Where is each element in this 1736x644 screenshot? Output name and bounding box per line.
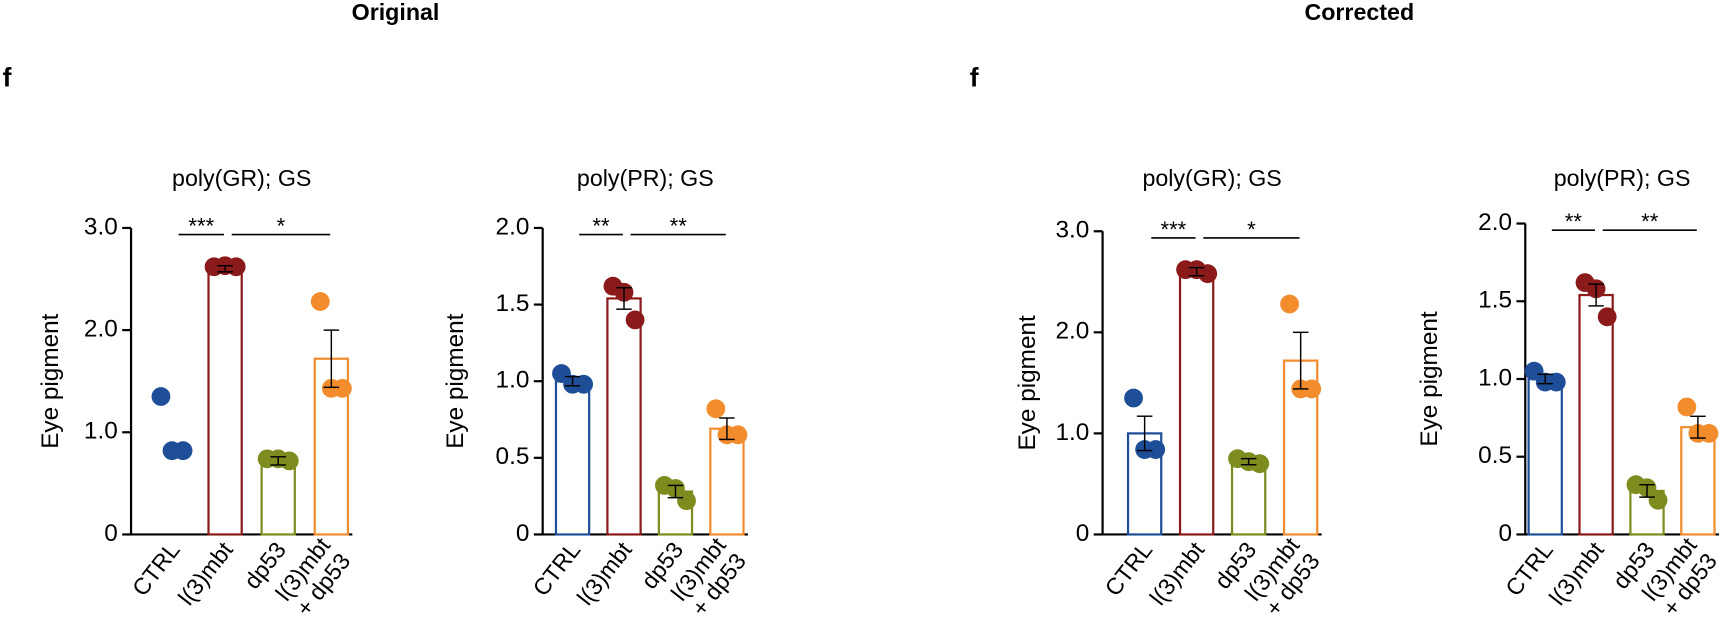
bar bbox=[207, 267, 243, 536]
data-point bbox=[1677, 397, 1697, 417]
chart-title: poly(PR); GS bbox=[577, 165, 714, 191]
chart-title: poly(PR); GS bbox=[1554, 165, 1691, 191]
data-point bbox=[1250, 454, 1270, 474]
data-point bbox=[1699, 423, 1719, 443]
data-point bbox=[1597, 307, 1617, 327]
y-tick-label: 1.0 bbox=[496, 367, 530, 394]
y-tick-label: 2.0 bbox=[1478, 209, 1512, 236]
data-point bbox=[1146, 440, 1166, 459]
y-tick-label: 3.0 bbox=[1055, 217, 1089, 244]
panel-label: f bbox=[3, 62, 12, 92]
y-tick-label: 0.5 bbox=[1478, 442, 1512, 469]
bar bbox=[1680, 426, 1716, 536]
x-tick-label: l(3)mbt bbox=[1544, 537, 1609, 610]
bar bbox=[260, 459, 296, 536]
bar bbox=[1578, 293, 1614, 536]
y-tick-label: 0.5 bbox=[496, 443, 530, 470]
y-axis-label: Eye pigment bbox=[1014, 315, 1041, 450]
data-point bbox=[151, 387, 171, 406]
x-tick-label: l(3)mbt+ dp53 bbox=[1240, 532, 1325, 621]
y-tick-label: 1.0 bbox=[84, 418, 118, 445]
data-point bbox=[1280, 294, 1299, 314]
y-tick-label: 3.0 bbox=[84, 213, 118, 240]
x-tick-label: l(3)mbt bbox=[173, 537, 238, 610]
significance-label: ** bbox=[592, 213, 610, 238]
chart-title: poly(GR); GS bbox=[1142, 165, 1281, 191]
y-tick-label: 1.5 bbox=[1478, 287, 1512, 314]
y-tick-label: 0 bbox=[104, 520, 118, 547]
data-point bbox=[310, 292, 330, 311]
significance-label: * bbox=[277, 213, 286, 238]
y-tick-label: 2.0 bbox=[1055, 318, 1089, 345]
x-tick-label: l(3)mbt+ dp53 bbox=[270, 532, 355, 621]
x-tick-label: l(3)mbt bbox=[1144, 537, 1209, 610]
label-line: l(3)mbt bbox=[173, 537, 238, 610]
data-point bbox=[728, 425, 748, 445]
heading: Corrected bbox=[1304, 0, 1414, 25]
y-tick-label: 2.0 bbox=[84, 316, 118, 343]
y-tick-label: 2.0 bbox=[496, 213, 530, 240]
data-point bbox=[1198, 264, 1218, 284]
data-point bbox=[574, 374, 594, 394]
y-tick-label: 0 bbox=[1076, 520, 1090, 547]
y-axis-label: Eye pigment bbox=[37, 313, 64, 448]
data-point bbox=[1546, 372, 1566, 392]
data-point bbox=[1302, 379, 1322, 399]
data-point bbox=[226, 257, 246, 277]
data-point bbox=[279, 451, 299, 471]
significance-label: * bbox=[1247, 217, 1256, 242]
bar bbox=[1230, 460, 1267, 536]
data-point bbox=[1648, 490, 1668, 510]
heading: Original bbox=[352, 0, 440, 25]
y-tick-label: 1.0 bbox=[1055, 419, 1089, 446]
y-tick-label: 0 bbox=[1498, 520, 1512, 547]
y-tick-label: 0 bbox=[516, 520, 530, 547]
y-axis-label: Eye pigment bbox=[442, 313, 469, 448]
significance-label: ** bbox=[670, 213, 688, 238]
bar bbox=[606, 297, 642, 536]
bar bbox=[1527, 377, 1563, 536]
bar bbox=[1178, 270, 1215, 536]
bar bbox=[709, 427, 745, 536]
data-point bbox=[677, 491, 696, 511]
bar bbox=[554, 380, 591, 536]
significance-label: ** bbox=[1565, 209, 1583, 234]
data-point bbox=[1124, 388, 1143, 408]
significance-label: ** bbox=[1641, 209, 1659, 234]
y-axis-label: Eye pigment bbox=[1416, 311, 1443, 446]
significance-label: *** bbox=[188, 213, 214, 238]
data-point bbox=[332, 378, 352, 398]
label-line: l(3)mbt bbox=[572, 537, 637, 610]
x-tick-label: l(3)mbt+ dp53 bbox=[666, 532, 751, 621]
data-point bbox=[173, 441, 193, 461]
panel-label: f bbox=[970, 62, 979, 92]
x-tick-label: l(3)mbt bbox=[572, 537, 637, 610]
y-tick-label: 1.5 bbox=[496, 290, 530, 317]
label-line: l(3)mbt bbox=[1144, 537, 1209, 610]
data-point bbox=[625, 310, 645, 330]
label-line: l(3)mbt bbox=[1544, 537, 1609, 610]
data-point bbox=[706, 399, 726, 419]
significance-label: *** bbox=[1160, 217, 1186, 242]
chart-title: poly(GR); GS bbox=[172, 165, 311, 191]
y-tick-label: 1.0 bbox=[1478, 364, 1512, 391]
